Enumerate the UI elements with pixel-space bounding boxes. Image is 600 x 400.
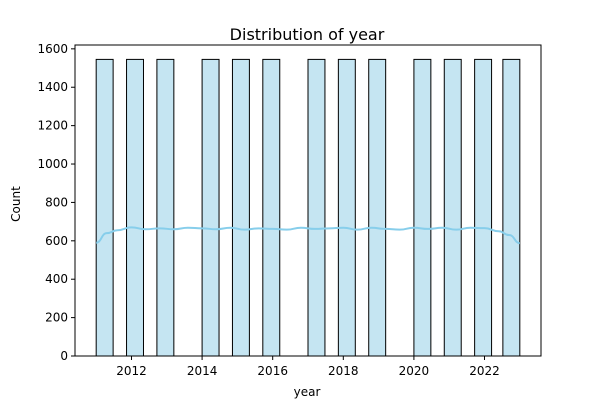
histogram-bar	[368, 58, 387, 357]
x-tick-label: 2016	[257, 364, 288, 378]
x-tick-label: 2014	[187, 364, 218, 378]
axes-layer: 2012 2014 2016 2018 2020 2022 0 200 400 600 800 100…	[37, 42, 542, 378]
histogram-bar	[502, 58, 521, 357]
plot-frame	[74, 44, 542, 357]
histogram-bar	[413, 58, 432, 357]
x-tick-label: 2020	[399, 364, 430, 378]
histogram-bar	[474, 58, 493, 357]
histogram-bar	[126, 58, 144, 357]
y-tick-label: 800	[45, 195, 68, 209]
x-tick-label: 2012	[116, 364, 147, 378]
y-tick-label: 1400	[37, 80, 68, 94]
histogram-bar	[307, 58, 326, 357]
x-axis-label: year	[294, 385, 321, 399]
y-tick-label: 600	[45, 234, 68, 248]
bars-layer	[95, 58, 521, 357]
histogram-bar	[95, 58, 114, 357]
y-tick-label: 1600	[37, 42, 68, 56]
chart-title: Distribution of year	[230, 25, 385, 44]
x-tick-label: 2018	[328, 364, 359, 378]
histogram-bar	[156, 58, 175, 357]
histogram-bar	[337, 58, 356, 357]
y-tick-label: 0	[60, 349, 68, 363]
y-axis-label: Count	[9, 186, 23, 222]
histogram-bar	[231, 58, 250, 357]
y-tick-label: 200	[45, 311, 68, 325]
histogram-bar	[262, 58, 281, 357]
y-tick-label: 1200	[37, 119, 68, 133]
histogram-bar	[201, 58, 220, 357]
histogram-bar	[443, 58, 462, 357]
x-tick-label: 2022	[469, 364, 500, 378]
kde-curve	[95, 226, 520, 245]
y-tick-label: 1000	[37, 157, 68, 171]
y-tick-label: 400	[45, 272, 68, 286]
